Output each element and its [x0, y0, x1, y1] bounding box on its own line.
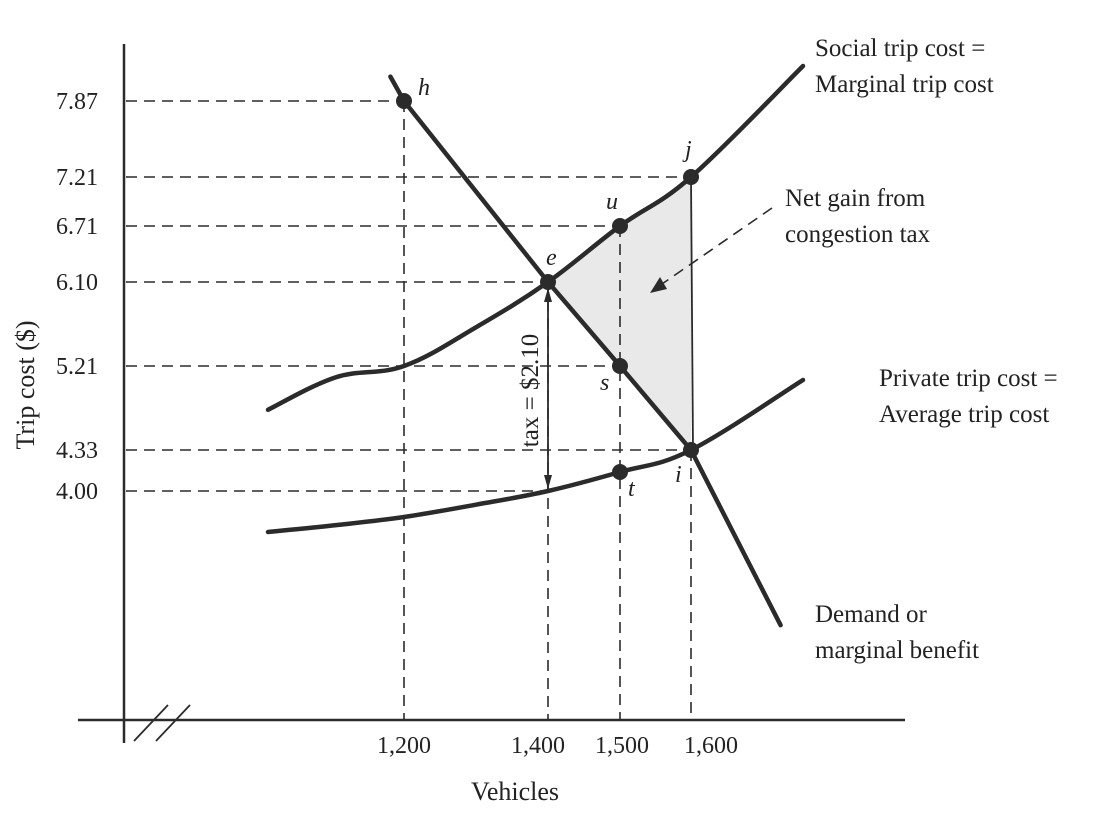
point-labels: h j u e s i t [418, 75, 692, 502]
point-label-s: s [600, 370, 609, 396]
x-tick-label: 1,500 [595, 733, 649, 759]
series-label-demand-or-marginal-benefit: Demand or [815, 601, 927, 628]
x-tick-label: 1,400 [511, 733, 565, 759]
point-h [396, 93, 412, 109]
series-label-social-trip-cost-marginal-trip-cost: Social trip cost = [815, 35, 985, 62]
y-tick-labels: 7.87 7.21 6.71 6.10 5.21 4.33 4.00 [56, 89, 98, 505]
net-gain-dashed-arrow [661, 207, 773, 285]
y-tick-label: 4.00 [56, 479, 98, 505]
net-gain-arrowhead [650, 277, 667, 293]
series-label-private-trip-cost-average-trip-cost: Private trip cost = [879, 365, 1058, 392]
net-gain-label-line: Net gain from [785, 185, 926, 212]
tax-arrowhead-top [544, 288, 552, 302]
point-t [612, 464, 628, 480]
tax-arrowhead-bottom [544, 475, 552, 489]
point-e [540, 274, 556, 290]
x-tick-label: 1,600 [684, 733, 738, 759]
x-axis-title: Vehicles [471, 777, 559, 806]
points [396, 93, 699, 480]
net-gain-label-line: congestion tax [785, 221, 931, 248]
series-line-demand-or-marginal-benefit [388, 74, 783, 628]
y-tick-label: 4.33 [56, 438, 98, 464]
y-tick-label: 7.87 [56, 89, 98, 115]
point-j [683, 169, 699, 185]
point-s [612, 358, 628, 374]
x-tick-labels: 1,200 1,400 1,500 1,600 [377, 733, 738, 759]
series-label-private-trip-cost-average-trip-cost: Average trip cost [879, 401, 1049, 428]
j-to-i-edge [690, 176, 694, 451]
y-tick-label: 6.71 [56, 214, 98, 240]
point-i [683, 442, 699, 458]
curve-labels: Social trip cost = Marginal trip cost Priv… [815, 35, 1058, 664]
net-gain-label: Net gain from congestion tax [785, 185, 931, 248]
y-tick-label: 6.10 [56, 270, 98, 296]
series-label-demand-or-marginal-benefit: marginal benefit [815, 637, 979, 664]
axis-break-mark [133, 704, 169, 742]
y-tick-label: 5.21 [56, 354, 98, 380]
point-label-h: h [418, 75, 430, 101]
tax-bracket: tax = $2.10 [517, 288, 552, 489]
series-label-social-trip-cost-marginal-trip-cost: Marginal trip cost [815, 71, 994, 98]
net-gain-pointer [650, 207, 773, 293]
x-tick-label: 1,200 [377, 733, 431, 759]
axes [78, 44, 905, 743]
point-u [612, 218, 628, 234]
tax-label: tax = $2.10 [517, 334, 544, 447]
y-tick-label: 7.21 [56, 165, 98, 191]
point-label-j: j [682, 137, 692, 163]
point-label-i: i [675, 462, 682, 488]
axis-break-mark [155, 704, 191, 742]
point-label-u: u [606, 189, 618, 215]
point-label-t: t [628, 476, 636, 502]
point-label-e: e [546, 245, 557, 271]
net-gain-shaded-area [548, 177, 691, 450]
y-axis-title: Trip cost ($) [11, 320, 40, 449]
